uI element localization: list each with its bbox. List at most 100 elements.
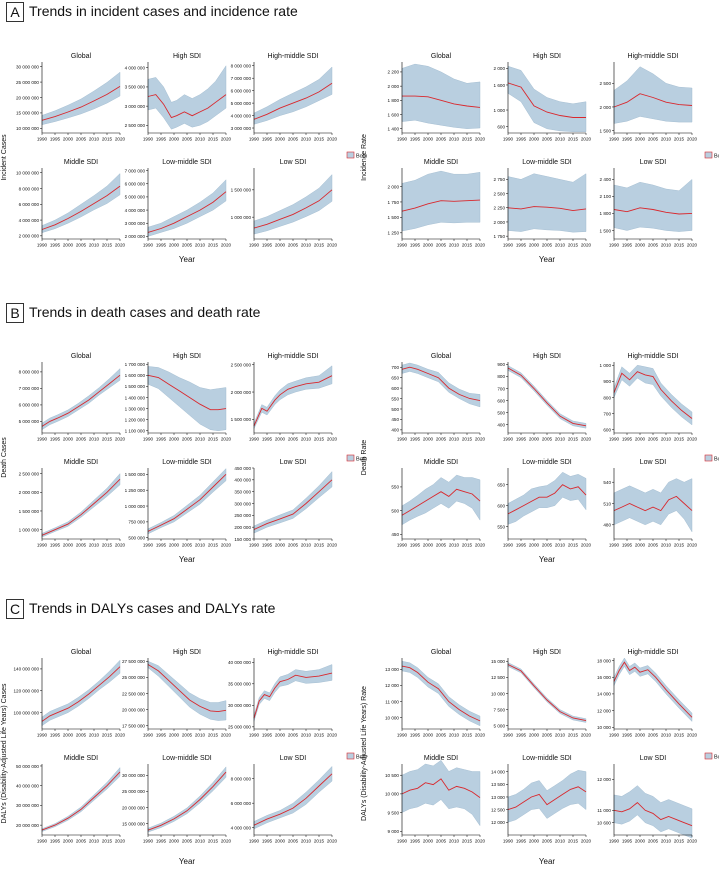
y-tick-label: 14 000: [491, 769, 505, 774]
x-tick-label: 2005: [648, 839, 659, 844]
x-tick-label: 2000: [275, 243, 286, 248]
series-line: [41, 666, 121, 722]
y-tick-label: 2 000 000: [19, 490, 40, 495]
chart-panel: Low-middle SDI 2 000 000 3 000 000 4 000 00…: [125, 159, 232, 248]
panel-title: Low-middle SDI: [162, 755, 211, 762]
x-tick-label: 2010: [449, 543, 460, 548]
series-line: [41, 185, 121, 230]
y-tick-label: 12 000: [597, 777, 611, 782]
y-axis-label: Incidence Rate: [361, 134, 368, 181]
y-tick-label: 10 600: [597, 820, 611, 825]
y-tick-label: 1 700 000: [125, 362, 146, 367]
x-tick-label: 2005: [182, 733, 193, 738]
y-tick-label: 250 000: [234, 513, 251, 518]
y-tick-label: 2 200: [388, 70, 400, 75]
uncertainty-band: [613, 178, 693, 232]
y-tick-label: 5 000 000: [125, 195, 146, 200]
y-tick-label: 1 500 000: [19, 509, 40, 514]
y-tick-label: 540: [603, 480, 611, 485]
x-tick-label: 2010: [301, 543, 312, 548]
x-tick-label: 1990: [609, 733, 620, 738]
x-tick-label: 2005: [76, 437, 87, 442]
panel-title: Middle SDI: [424, 159, 458, 166]
y-tick-label: 11 000: [597, 808, 611, 813]
y-tick-label: 1 400: [388, 127, 400, 132]
chart-panel: Global 5 000 000 6 000 000 7 000 000 8 000 0…: [19, 353, 126, 442]
panel-title: Middle SDI: [424, 755, 458, 762]
x-tick-label: 2000: [63, 437, 74, 442]
x-tick-label: 1990: [609, 243, 620, 248]
x-tick-label: 2020: [327, 839, 338, 844]
y-tick-label: 25 000 000: [228, 725, 251, 730]
x-tick-label: 2010: [301, 137, 312, 142]
y-tick-label: 6 000 000: [231, 801, 252, 806]
x-tick-label: 2000: [635, 839, 646, 844]
x-tick-label: 2020: [581, 137, 592, 142]
chart-group: DALYs (Disability-Adjusted Life Years) C…: [1, 649, 367, 866]
y-tick-label: 600: [497, 398, 505, 403]
x-tick-label: 2015: [674, 733, 685, 738]
y-tick-label: 40 000 000: [228, 660, 251, 665]
y-tick-label: 1 600: [494, 83, 506, 88]
x-tick-label: 2015: [208, 543, 219, 548]
panel-title: High SDI: [533, 53, 561, 60]
x-tick-label: 2010: [449, 839, 460, 844]
y-tick-label: 8 000 000: [231, 776, 252, 781]
y-tick-label: 16 000: [597, 675, 611, 680]
y-tick-label: 20 000 000: [16, 823, 39, 828]
y-tick-label: 2 000 000: [19, 234, 40, 239]
y-tick-label: 1 600 000: [125, 373, 146, 378]
y-tick-label: 25 000 000: [122, 789, 145, 794]
x-tick-label: 2000: [169, 243, 180, 248]
y-tick-label: 2 000: [388, 184, 400, 189]
x-tick-label: 1990: [143, 733, 154, 738]
panel-title: Low SDI: [640, 459, 667, 466]
x-tick-label: 1990: [397, 437, 408, 442]
x-tick-label: 1995: [156, 137, 167, 142]
y-tick-label: 450 000: [234, 466, 251, 471]
x-tick-label: 1995: [262, 543, 273, 548]
x-tick-label: 2000: [423, 437, 434, 442]
x-tick-label: 1995: [262, 839, 273, 844]
x-tick-label: 1995: [262, 437, 273, 442]
x-tick-label: 2005: [182, 543, 193, 548]
uncertainty-band: [147, 65, 227, 130]
y-tick-label: 2 000 000: [125, 234, 146, 239]
x-tick-label: 2020: [115, 243, 126, 248]
chart-panel: Low SDI 150 000 200 000 250 000 300 000 350 0…: [234, 459, 337, 548]
x-tick-label: 1995: [262, 733, 273, 738]
x-tick-label: 2000: [275, 437, 286, 442]
x-tick-label: 2005: [76, 543, 87, 548]
x-tick-label: 2015: [314, 437, 325, 442]
chart-panel: Global 100 000 000 120 000 000 140 000 000 1…: [13, 649, 125, 738]
x-tick-label: 2000: [275, 839, 286, 844]
x-tick-label: 2020: [687, 733, 698, 738]
series-line: [41, 86, 121, 121]
x-tick-label: 2005: [76, 733, 87, 738]
x-tick-label: 2005: [76, 243, 87, 248]
x-tick-label: 2005: [542, 243, 553, 248]
panel-title: High SDI: [173, 53, 201, 60]
x-tick-label: 2010: [555, 437, 566, 442]
x-tick-label: 1995: [622, 839, 633, 844]
y-tick-label: 1 500: [600, 128, 612, 133]
y-tick-label: 27 500 000: [122, 659, 145, 664]
x-tick-label: 2015: [314, 839, 325, 844]
x-tick-label: 2010: [661, 839, 672, 844]
chart-panel: Middle SDI 20 000 000 30 000 000 40 000 000…: [16, 755, 126, 844]
panel-title: Global: [431, 53, 452, 60]
y-tick-label: 30 000 000: [122, 773, 145, 778]
panel-title: Middle SDI: [64, 755, 98, 762]
x-tick-label: 1995: [50, 543, 61, 548]
y-tick-label: 7 000 000: [19, 386, 40, 391]
chart-panel: Low SDI 10 600 11 000 12 000 1990 1995 2000 200…: [597, 755, 698, 844]
x-tick-label: 2015: [102, 839, 113, 844]
x-tick-label: 2000: [275, 733, 286, 738]
x-tick-label: 2005: [436, 543, 447, 548]
x-tick-label: 1990: [503, 137, 514, 142]
x-tick-label: 2010: [195, 137, 206, 142]
x-tick-label: 2000: [635, 137, 646, 142]
y-tick-label: 12 000: [385, 683, 399, 688]
